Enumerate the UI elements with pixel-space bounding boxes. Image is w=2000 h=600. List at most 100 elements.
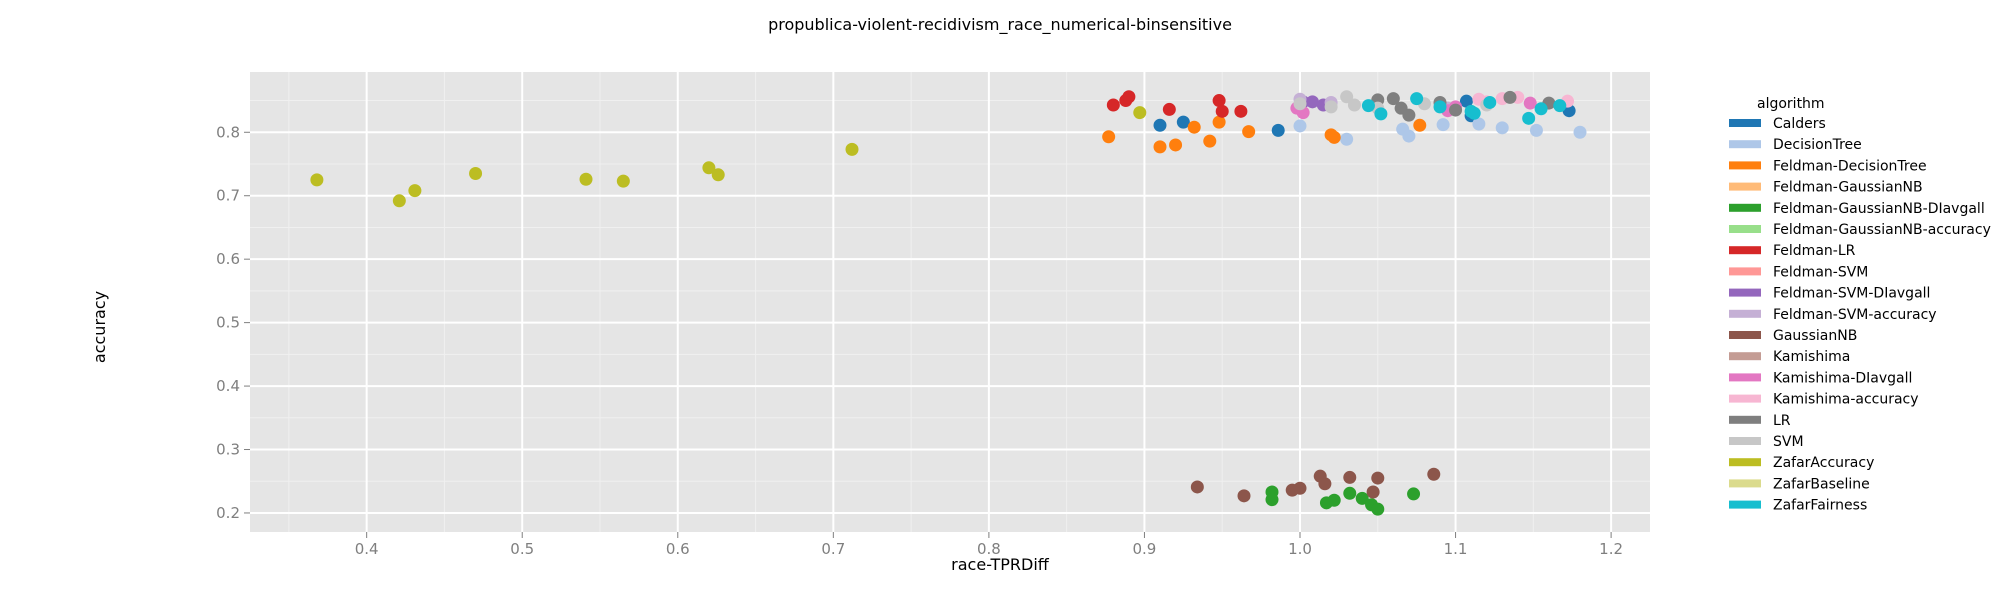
- data-point: [845, 142, 859, 156]
- data-point: [1413, 118, 1427, 132]
- legend-label: Feldman-SVM-DIavgall: [1773, 286, 1930, 302]
- legend-swatch: [1729, 267, 1761, 276]
- legend-swatch: [1729, 479, 1761, 488]
- data-point: [1293, 481, 1307, 495]
- data-point: [579, 172, 593, 186]
- legend-swatch: [1729, 331, 1761, 339]
- x-tick-label: 1.2: [1599, 540, 1623, 558]
- legend-label: ZafarAccuracy: [1773, 455, 1874, 471]
- legend-swatch: [1729, 437, 1761, 445]
- data-point: [1327, 493, 1341, 507]
- data-point: [1366, 485, 1380, 499]
- data-point: [1347, 98, 1361, 112]
- y-axis-label: accuracy: [90, 291, 109, 363]
- data-point: [1215, 104, 1229, 118]
- data-points: [310, 90, 1587, 516]
- data-point: [1495, 121, 1509, 135]
- data-point: [1433, 100, 1447, 114]
- y-tick-label: 0.5: [216, 314, 240, 332]
- y-tick-label: 0.6: [216, 250, 240, 268]
- data-point: [1293, 97, 1307, 111]
- data-point: [1169, 138, 1183, 152]
- legend-label: Feldman-SVM-accuracy: [1773, 307, 1937, 323]
- data-point: [1371, 502, 1385, 516]
- x-tick-label: 1.1: [1444, 540, 1468, 558]
- y-tick-label: 0.4: [216, 377, 240, 395]
- data-point: [1327, 130, 1341, 144]
- legend-swatch: [1729, 161, 1761, 170]
- data-point: [1534, 102, 1548, 116]
- data-point: [1242, 125, 1256, 139]
- x-tick-label: 0.8: [977, 540, 1001, 558]
- data-point: [1467, 106, 1481, 120]
- data-point: [1410, 92, 1424, 106]
- data-point: [1459, 94, 1473, 108]
- data-point: [1355, 491, 1369, 505]
- data-point: [1293, 119, 1307, 133]
- legend-label: Feldman-DecisionTree: [1773, 158, 1927, 174]
- data-point: [1203, 134, 1217, 148]
- data-point: [711, 168, 725, 182]
- legend-title: algorithm: [1757, 96, 1825, 112]
- legend-label: GaussianNB: [1773, 328, 1857, 344]
- y-tick-label: 0.8: [216, 123, 240, 141]
- legend-swatch: [1729, 500, 1761, 509]
- data-point: [1371, 471, 1385, 485]
- legend-label: DecisionTree: [1773, 137, 1862, 153]
- data-point: [1553, 99, 1567, 113]
- data-point: [1324, 100, 1338, 114]
- data-point: [1449, 103, 1463, 117]
- data-point: [1402, 129, 1416, 143]
- legend-swatch: [1729, 415, 1761, 424]
- legend-label: Feldman-GaussianNB-DIavgall: [1773, 201, 1985, 217]
- x-axis-label: race-TPRDiff: [951, 555, 1050, 574]
- data-point: [310, 173, 324, 187]
- legend-label: ZafarFairness: [1773, 498, 1867, 514]
- legend-label: ZafarBaseline: [1773, 476, 1870, 492]
- chart-title: propublica-violent-recidivism_race_numer…: [768, 15, 1232, 35]
- data-point: [1340, 132, 1354, 146]
- legend-label: Feldman-SVM: [1773, 264, 1868, 280]
- axes: 0.4 0.5 0.6 0.7 0.8 0.9 1.0 1.1 1.2 0.2 0.3 0.4 0.5 0…: [216, 123, 1623, 558]
- data-point: [1343, 470, 1357, 484]
- data-point: [1187, 120, 1201, 134]
- data-point: [1153, 140, 1167, 154]
- data-point: [1153, 118, 1167, 132]
- data-point: [1503, 90, 1517, 104]
- data-point: [1407, 487, 1421, 501]
- legend-label: Kamishima: [1773, 349, 1850, 365]
- legend-swatch: [1729, 246, 1761, 255]
- legend-swatch: [1729, 182, 1761, 191]
- legend-swatch: [1729, 352, 1761, 361]
- data-point: [408, 184, 422, 198]
- legend-label: Feldman-GaussianNB: [1773, 180, 1923, 196]
- plot-panel: [250, 72, 1650, 532]
- data-point: [1374, 107, 1388, 121]
- data-point: [1483, 95, 1497, 109]
- grid: [250, 72, 1650, 532]
- legend-swatch: [1729, 394, 1761, 403]
- y-tick-label: 0.2: [216, 504, 240, 522]
- data-point: [1271, 123, 1285, 137]
- legend-label: Kamishima-DIavgall: [1773, 370, 1912, 386]
- data-point: [469, 167, 483, 181]
- legend-swatch: [1729, 458, 1761, 467]
- data-point: [1106, 98, 1120, 112]
- legend-label: Kamishima-accuracy: [1773, 392, 1919, 408]
- legend-label: Feldman-GaussianNB-accuracy: [1773, 222, 1991, 238]
- legend-swatch: [1729, 288, 1761, 297]
- data-point: [1386, 92, 1400, 106]
- y-tick-label: 0.7: [216, 187, 240, 205]
- data-point: [1436, 118, 1450, 132]
- data-point: [1133, 106, 1147, 120]
- data-point: [1340, 90, 1354, 104]
- x-tick-label: 0.6: [666, 540, 690, 558]
- data-point: [1402, 108, 1416, 122]
- legend: algorithm Calders DecisionTree Feldman-Dec…: [1729, 96, 1991, 514]
- data-point: [1522, 111, 1536, 125]
- legend-swatch: [1729, 140, 1761, 149]
- data-point: [1102, 130, 1116, 144]
- x-tick-label: 0.4: [355, 540, 379, 558]
- data-point: [1176, 115, 1190, 129]
